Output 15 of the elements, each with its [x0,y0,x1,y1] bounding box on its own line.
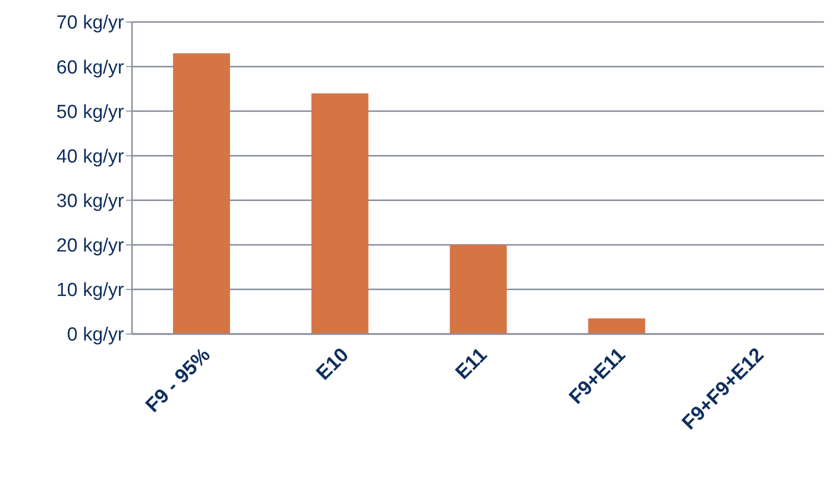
bar [173,53,230,334]
y-tick-label: 50 kg/yr [56,102,125,123]
y-tick-label: 40 kg/yr [56,146,125,168]
bar [588,318,646,334]
bar [311,93,368,334]
x-tick-label: E10 [312,344,354,385]
y-tick-label: 30 kg/yr [56,191,125,212]
x-tick-label: E11 [452,344,492,384]
y-tick-label: 0 kg/yr [66,324,125,346]
y-tick-label: 70 kg/yr [56,12,125,34]
y-tick-label: 60 kg/yr [56,57,125,78]
y-tick-label: 20 kg/yr [56,236,125,257]
y-tick-label: 10 kg/yr [56,280,125,302]
bar [450,244,507,334]
x-tick-label: F9 - 95% [142,344,215,417]
